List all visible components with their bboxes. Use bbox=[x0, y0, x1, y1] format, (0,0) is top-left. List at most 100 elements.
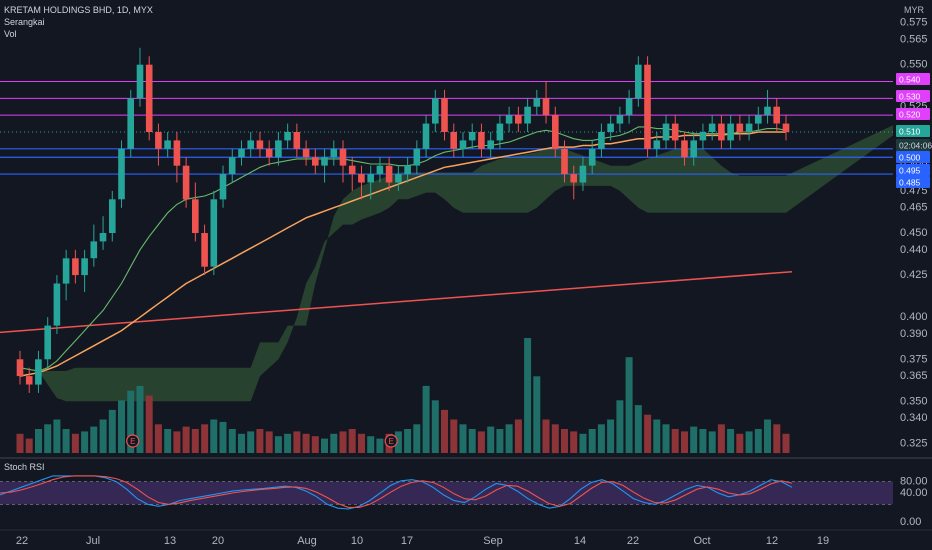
volume-bar bbox=[745, 431, 753, 453]
volume-bar bbox=[708, 431, 716, 453]
volume-bar bbox=[607, 419, 615, 453]
earnings-marker-label: E bbox=[388, 437, 393, 446]
volume-bar bbox=[690, 426, 698, 453]
price-tag-label: 0.510 bbox=[899, 127, 921, 137]
volume-bar bbox=[450, 419, 458, 453]
price-tag bbox=[896, 164, 930, 176]
volume-bar bbox=[524, 338, 532, 453]
volume-bar bbox=[339, 431, 347, 453]
price-tag-label: 0.485 bbox=[899, 178, 921, 188]
volume-bar bbox=[311, 436, 319, 453]
candle-body bbox=[422, 123, 430, 149]
stoch-band bbox=[0, 481, 893, 505]
price-tick-label: 0.450 bbox=[900, 227, 928, 239]
indicator-serangkai-label[interactable]: Serangkai bbox=[4, 17, 45, 27]
candle-body bbox=[302, 148, 310, 158]
price-tick-label: 0.575 bbox=[900, 17, 928, 29]
volume-bar bbox=[459, 424, 467, 454]
volume-bar bbox=[321, 438, 328, 453]
volume-bar bbox=[201, 424, 209, 454]
indicator-vol-label[interactable]: Vol bbox=[4, 29, 17, 39]
price-tick-label: 0.400 bbox=[900, 311, 928, 323]
candle-body bbox=[358, 174, 365, 183]
volume-bar bbox=[173, 431, 181, 453]
candle-body bbox=[699, 132, 707, 141]
price-tick-label: 0.350 bbox=[900, 395, 928, 407]
candle-body bbox=[182, 165, 190, 200]
volume-bar bbox=[127, 390, 135, 453]
volume-bar bbox=[228, 429, 236, 453]
price-tag bbox=[896, 151, 930, 163]
volume-bar bbox=[653, 419, 661, 453]
candle-body bbox=[487, 140, 494, 149]
price-tag bbox=[896, 125, 930, 137]
volume-bar bbox=[108, 409, 116, 453]
stoch-tick-label: 40.00 bbox=[900, 487, 928, 499]
candle-body bbox=[533, 98, 541, 107]
candle-body bbox=[321, 157, 328, 166]
ma-slow-line bbox=[19, 131, 786, 377]
time-tick-label: 19 bbox=[817, 535, 829, 547]
candle-body bbox=[210, 199, 218, 267]
candle-body bbox=[782, 123, 790, 132]
volume-bar bbox=[376, 438, 384, 453]
candle-body bbox=[404, 165, 411, 175]
volume-bar bbox=[219, 421, 227, 453]
volume-bar bbox=[62, 429, 70, 453]
volume-bar bbox=[422, 385, 430, 453]
candle-body bbox=[644, 64, 651, 149]
volume-bar bbox=[44, 424, 52, 454]
candle-body bbox=[312, 157, 319, 166]
earnings-marker-label: E bbox=[130, 437, 135, 446]
volume-bar bbox=[551, 424, 559, 454]
candle-body bbox=[478, 132, 485, 149]
volume-bar bbox=[754, 429, 762, 453]
price-tick-label: 0.365 bbox=[900, 370, 928, 382]
price-tag-label: 0.540 bbox=[899, 75, 921, 85]
volume-bar bbox=[154, 424, 162, 454]
volume-bar bbox=[542, 419, 550, 453]
candle-body bbox=[616, 115, 624, 124]
candle-body bbox=[339, 148, 347, 166]
volume-bar bbox=[53, 419, 61, 453]
volume-bar bbox=[302, 433, 310, 453]
volume-bar bbox=[487, 426, 495, 453]
volume-bar bbox=[191, 429, 199, 453]
volume-bar bbox=[284, 433, 292, 453]
volume-bar bbox=[90, 426, 98, 453]
price-tag-label: 0.520 bbox=[899, 110, 921, 120]
volume-bar bbox=[164, 429, 172, 453]
volume-bar bbox=[496, 429, 504, 453]
volume-bar bbox=[274, 436, 282, 453]
volume-bar bbox=[431, 400, 439, 453]
volume-bar bbox=[644, 414, 652, 453]
candle-body bbox=[607, 123, 614, 132]
candle-body bbox=[552, 115, 559, 149]
volume-bar bbox=[764, 419, 771, 453]
earnings-marker bbox=[126, 434, 140, 448]
candle-body bbox=[275, 140, 282, 158]
price-tick-label: 0.340 bbox=[900, 412, 928, 424]
candle-body bbox=[385, 165, 393, 183]
volume-bar bbox=[671, 429, 679, 453]
candle-body bbox=[201, 233, 208, 267]
candle-body bbox=[256, 140, 264, 149]
price-tick-label: 0.440 bbox=[900, 244, 928, 256]
ichimoku-cloud-projection bbox=[786, 125, 893, 213]
volume-bar bbox=[717, 424, 725, 454]
stoch-rsi-label[interactable]: Stoch RSI bbox=[4, 462, 45, 472]
volume-bar bbox=[71, 433, 79, 453]
time-tick-label: Aug bbox=[297, 535, 317, 547]
candle-body bbox=[265, 148, 273, 158]
volume-bar bbox=[35, 429, 42, 453]
price-tag-label: 02:04:06 bbox=[899, 141, 932, 151]
candle-body bbox=[367, 174, 374, 183]
candle-body bbox=[348, 165, 356, 175]
time-tick-label: 20 bbox=[212, 535, 224, 547]
candle-body bbox=[228, 157, 236, 174]
volume-bar bbox=[413, 424, 421, 454]
candle-body bbox=[681, 140, 688, 158]
volume-bar bbox=[625, 357, 633, 453]
candle-body bbox=[745, 123, 753, 132]
